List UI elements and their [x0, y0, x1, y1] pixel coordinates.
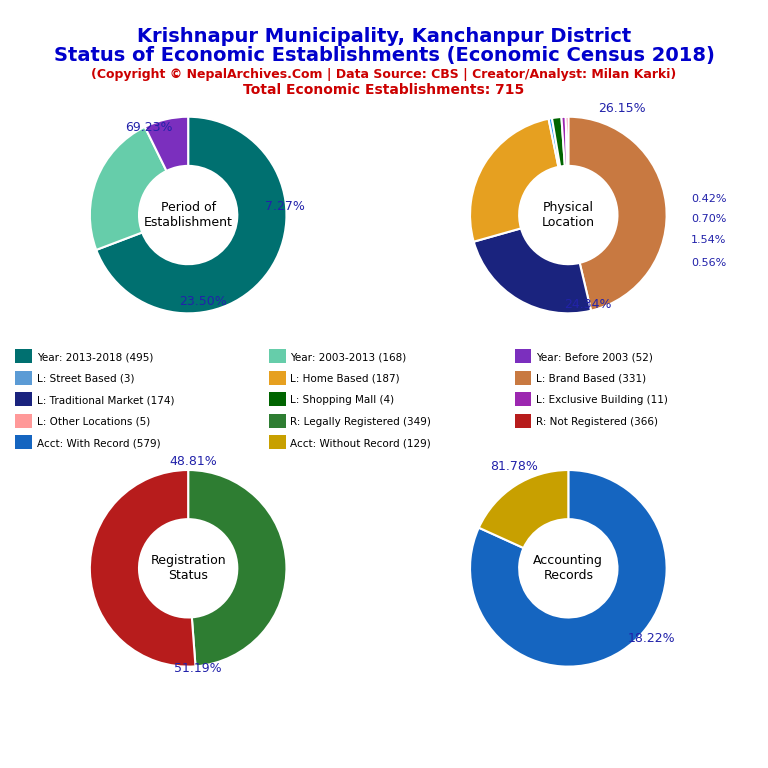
Text: L: Traditional Market (174): L: Traditional Market (174): [37, 395, 174, 406]
Text: 7.27%: 7.27%: [265, 200, 305, 214]
Text: L: Street Based (3): L: Street Based (3): [37, 373, 134, 384]
Text: Year: 2003-2013 (168): Year: 2003-2013 (168): [290, 352, 406, 362]
Text: Status of Economic Establishments (Economic Census 2018): Status of Economic Establishments (Econo…: [54, 46, 714, 65]
Wedge shape: [566, 117, 568, 166]
Wedge shape: [474, 228, 591, 313]
Text: Accounting
Records: Accounting Records: [534, 554, 603, 582]
Text: 26.15%: 26.15%: [598, 102, 646, 115]
Wedge shape: [470, 119, 558, 242]
Text: L: Exclusive Building (11): L: Exclusive Building (11): [536, 395, 668, 406]
Text: Total Economic Establishments: 715: Total Economic Establishments: 715: [243, 83, 525, 97]
Text: Acct: Without Record (129): Acct: Without Record (129): [290, 438, 431, 449]
Wedge shape: [96, 117, 286, 313]
Wedge shape: [90, 470, 196, 667]
Wedge shape: [568, 117, 667, 311]
Text: 46.29%: 46.29%: [0, 767, 1, 768]
Text: 0.56%: 0.56%: [691, 258, 727, 268]
Wedge shape: [90, 127, 167, 250]
Text: 81.78%: 81.78%: [490, 460, 538, 473]
Text: 0.42%: 0.42%: [691, 194, 727, 204]
Wedge shape: [561, 117, 567, 166]
Text: Period of
Establishment: Period of Establishment: [144, 201, 233, 229]
Text: 1.54%: 1.54%: [691, 234, 727, 244]
Text: 51.19%: 51.19%: [174, 661, 222, 674]
Wedge shape: [188, 470, 286, 667]
Text: Registration
Status: Registration Status: [151, 554, 226, 582]
Wedge shape: [470, 470, 667, 667]
Text: Acct: With Record (579): Acct: With Record (579): [37, 438, 161, 449]
Wedge shape: [548, 118, 560, 167]
Text: Year: Before 2003 (52): Year: Before 2003 (52): [536, 352, 653, 362]
Text: 69.23%: 69.23%: [125, 121, 173, 134]
Text: L: Other Locations (5): L: Other Locations (5): [37, 416, 150, 427]
Text: R: Not Registered (366): R: Not Registered (366): [536, 416, 658, 427]
Text: 0.70%: 0.70%: [691, 214, 727, 224]
Text: Year: 2013-2018 (495): Year: 2013-2018 (495): [37, 352, 154, 362]
Text: 48.81%: 48.81%: [169, 455, 217, 468]
Text: 18.22%: 18.22%: [628, 632, 676, 645]
Text: (Copyright © NepalArchives.Com | Data Source: CBS | Creator/Analyst: Milan Karki: (Copyright © NepalArchives.Com | Data So…: [91, 68, 677, 81]
Text: 24.34%: 24.34%: [564, 299, 612, 312]
Wedge shape: [552, 117, 564, 167]
Text: R: Legally Registered (349): R: Legally Registered (349): [290, 416, 431, 427]
Text: L: Brand Based (331): L: Brand Based (331): [536, 373, 646, 384]
Text: L: Shopping Mall (4): L: Shopping Mall (4): [290, 395, 395, 406]
Wedge shape: [478, 470, 568, 548]
Text: 23.50%: 23.50%: [179, 296, 227, 309]
Text: Physical
Location: Physical Location: [541, 201, 595, 229]
Wedge shape: [145, 117, 188, 171]
Text: L: Home Based (187): L: Home Based (187): [290, 373, 400, 384]
Text: Krishnapur Municipality, Kanchanpur District: Krishnapur Municipality, Kanchanpur Dist…: [137, 27, 631, 46]
